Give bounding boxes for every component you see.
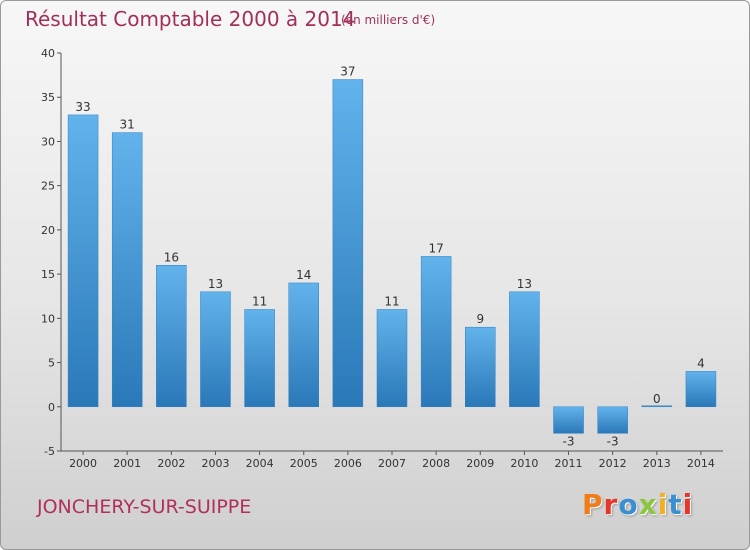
y-tick-label: 25 (41, 180, 55, 193)
x-tick-label: 2013 (643, 457, 671, 470)
y-tick-label: 30 (41, 135, 55, 148)
data-label-2010: 13 (517, 277, 532, 291)
brand-letter: P (582, 488, 604, 521)
x-tick-label: 2001 (113, 457, 141, 470)
bars (67, 79, 717, 434)
bar-2010 (509, 291, 540, 408)
x-tick-label: 2005 (290, 457, 318, 470)
chart-title: Résultat Comptable 2000 à 2014 (25, 7, 356, 31)
data-label-2014: 4 (697, 356, 705, 370)
data-label-2005: 14 (296, 268, 311, 282)
brand-letter: r (603, 488, 619, 521)
y-tick-label: 0 (48, 401, 55, 414)
chart-unit-label: (en milliers d'€) (341, 13, 436, 27)
x-tick-label: 2006 (334, 457, 362, 470)
y-tick-label: 15 (41, 268, 55, 281)
data-label-2003: 13 (208, 277, 223, 291)
x-tick-label: 2003 (201, 457, 229, 470)
x-tick-label: 2007 (378, 457, 406, 470)
bar-2007 (376, 309, 408, 408)
data-labels: 33 31 16 13 11 14 37 11 17 9 13 -3 -3 0 4 (75, 65, 704, 449)
x-tick-label: 2000 (69, 457, 97, 470)
data-label-2007: 11 (384, 294, 399, 308)
bar-2014 (685, 371, 717, 408)
data-label-2009: 9 (476, 312, 484, 326)
y-tick-label: 10 (41, 312, 55, 325)
x-tick-label: 2009 (466, 457, 494, 470)
data-label-2004: 11 (252, 294, 267, 308)
x-tick-label: 2008 (422, 457, 450, 470)
data-label-2013: 0 (653, 392, 661, 406)
x-tick-label: 2011 (555, 457, 583, 470)
bar-2006 (332, 79, 364, 408)
brand-letter: o (618, 488, 639, 521)
bar-2011 (553, 406, 584, 434)
x-tick-label: 2002 (157, 457, 185, 470)
bar-2013 (641, 405, 673, 408)
data-label-2006: 37 (340, 65, 355, 79)
data-label-2011: -3 (563, 434, 575, 448)
y-tick-label: 35 (41, 91, 55, 104)
bar-2000 (67, 114, 99, 408)
x-tick-label: 2010 (510, 457, 538, 470)
x-tick-label: 2004 (246, 457, 274, 470)
y-tick-label: 5 (48, 357, 55, 370)
proxiti-logo[interactable]: Proxiti (582, 488, 693, 521)
data-label-2008: 17 (428, 241, 443, 255)
bar-2001 (111, 132, 143, 408)
bar-2003 (200, 291, 231, 408)
brand-letter: x (638, 488, 658, 521)
brand-letter: t (668, 488, 683, 521)
data-label-2002: 16 (164, 250, 179, 264)
y-tick-label: 40 (41, 47, 55, 60)
data-label-2012: -3 (607, 434, 619, 448)
brand-letter: i (657, 488, 669, 521)
bar-2008 (420, 256, 452, 408)
y-tick-label: 20 (41, 224, 55, 237)
bar-2005 (288, 282, 319, 408)
x-tick-label: 2012 (599, 457, 627, 470)
x-tick-label: 2014 (687, 457, 715, 470)
bar-2009 (465, 326, 496, 408)
bar-2004 (244, 309, 275, 408)
commune-name: JONCHERY-SUR-SUIPPE (37, 496, 252, 518)
data-label-2000: 33 (75, 100, 90, 114)
data-label-2001: 31 (120, 118, 135, 132)
bar-2012 (597, 406, 628, 434)
brand-letter: i (682, 488, 694, 521)
y-tick-label: -5 (44, 445, 55, 458)
bar-2002 (156, 265, 187, 408)
